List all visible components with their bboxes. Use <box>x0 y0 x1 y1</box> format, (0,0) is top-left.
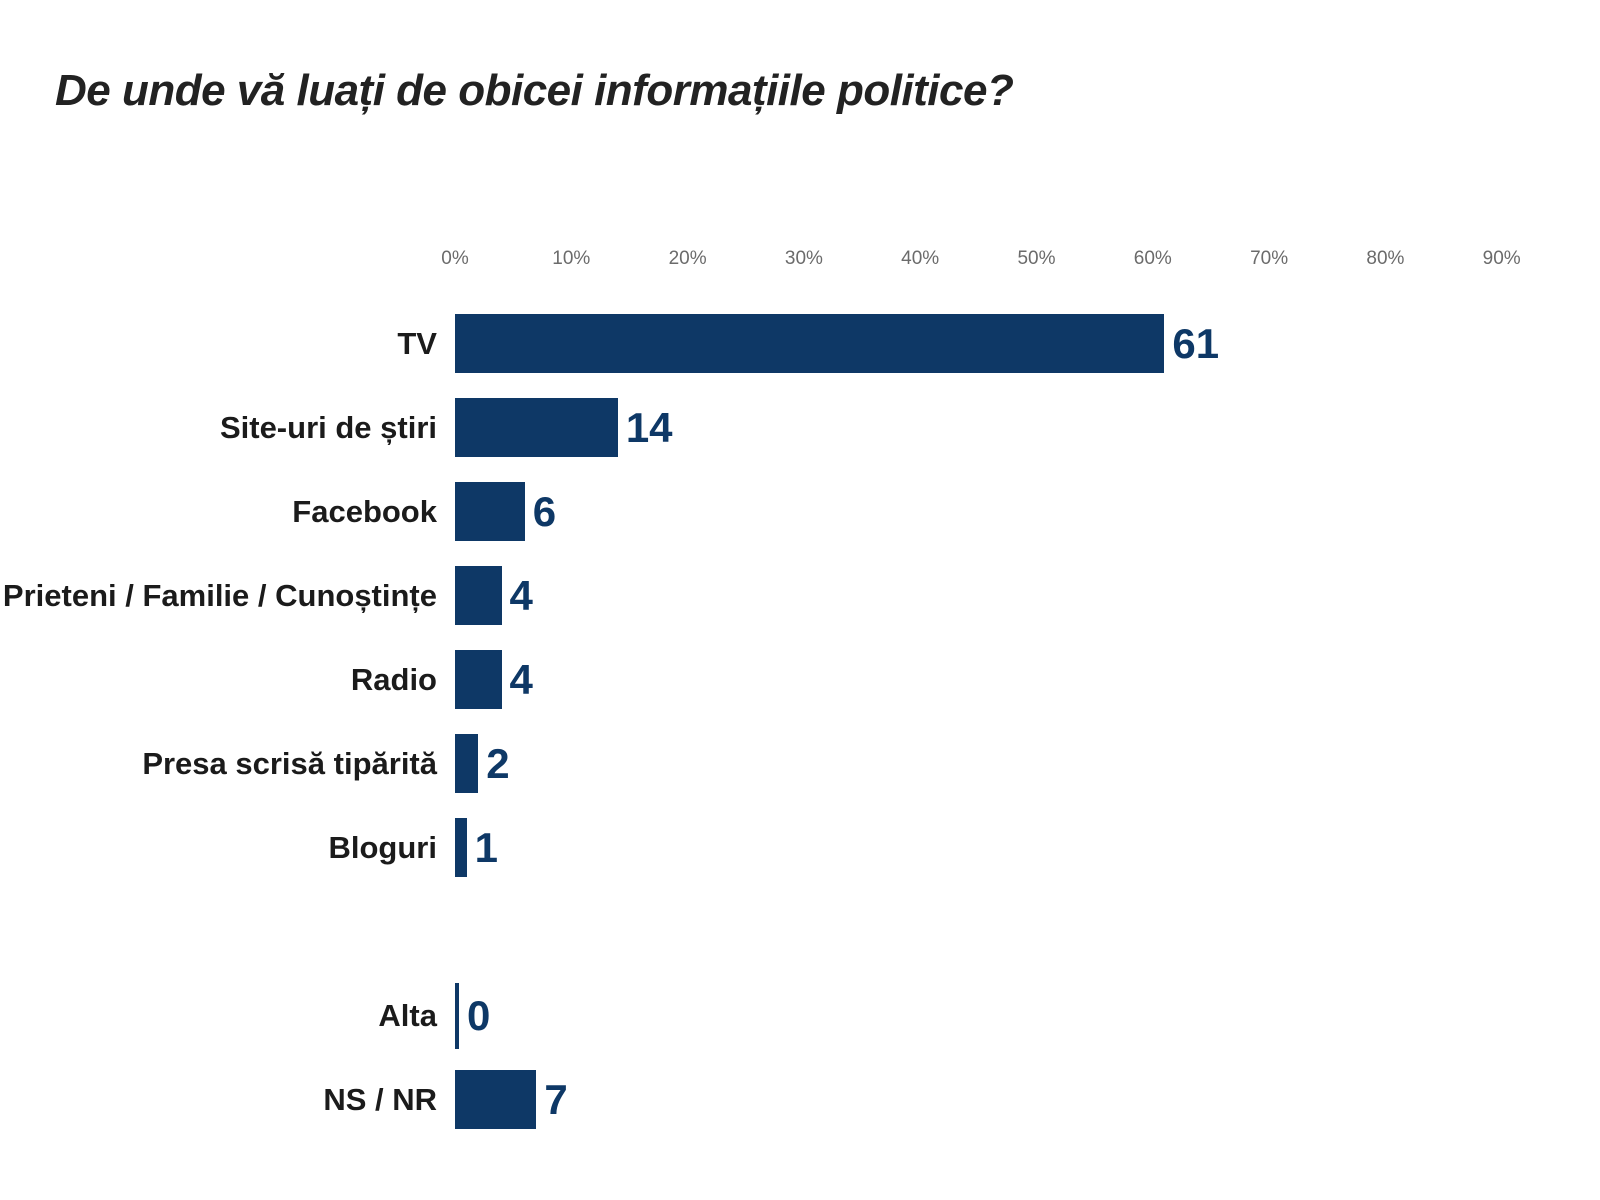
plot-area: 7 <box>455 1070 1600 1129</box>
bar-row: Presa scrisă tipărită 2 <box>0 734 1600 793</box>
plot-area: 4 <box>455 650 1600 709</box>
category-label: Radio <box>350 661 437 697</box>
x-axis-tick-label: 20% <box>668 248 707 269</box>
bar-row: NS / NR 7 <box>0 1070 1600 1129</box>
category-label: TV <box>397 325 437 361</box>
bar <box>455 734 479 793</box>
x-axis-tick-label: 90% <box>1482 248 1521 269</box>
value-label: 61 <box>1172 319 1220 367</box>
x-axis-tick-label: 0% <box>441 248 469 269</box>
plot-area: 4 <box>455 566 1600 625</box>
value-label: 1 <box>474 823 498 871</box>
plot-area: 1 <box>455 818 1600 877</box>
bar-chart: 0% 10% 20% 30% 40% 50% 60% 70% 80% 90% TV 61 Site-u… <box>0 240 1600 1154</box>
category-label: Prieteni / Familie / Cunoștințe <box>2 577 437 613</box>
x-axis-tick-label: 70% <box>1250 248 1289 269</box>
plot-area: 2 <box>455 734 1600 793</box>
chart-title: De unde vă luați de obicei informațiile … <box>55 66 1014 115</box>
bar-rows-container: TV 61 Site-uri de știri 14 Facebook 6 Prieteni… <box>0 314 1600 1129</box>
bar <box>455 818 467 877</box>
plot-area: 0 <box>455 982 1600 1049</box>
value-label: 2 <box>486 739 510 787</box>
bar <box>455 398 618 457</box>
bar <box>455 314 1165 373</box>
category-label: Presa scrisă tipărită <box>142 745 437 781</box>
zero-value-marker <box>455 982 459 1049</box>
value-label: 6 <box>532 487 557 535</box>
value-label: 14 <box>625 403 673 451</box>
bar <box>455 650 502 709</box>
category-label: Alta <box>378 997 437 1033</box>
bar-row: Radio 4 <box>0 650 1600 709</box>
group-separator <box>0 902 1600 986</box>
x-axis-tick-label: 10% <box>552 248 591 269</box>
x-axis-tick-label: 50% <box>1017 248 1056 269</box>
bar-row: Facebook 6 <box>0 482 1600 541</box>
category-label: Site-uri de știri <box>219 409 437 445</box>
plot-area: 6 <box>455 482 1600 541</box>
category-label: Bloguri <box>328 829 438 865</box>
bar <box>455 566 502 625</box>
category-label: NS / NR <box>323 1081 437 1117</box>
plot-area: 14 <box>455 398 1600 457</box>
bar <box>455 482 525 541</box>
bar-row: Site-uri de știri 14 <box>0 398 1600 457</box>
x-axis-tick-label: 40% <box>901 248 940 269</box>
value-label: 4 <box>509 655 533 703</box>
bar-row: TV 61 <box>0 314 1600 373</box>
value-label: 7 <box>544 1075 568 1123</box>
x-axis-tick-label: 30% <box>784 248 823 269</box>
value-label: 4 <box>509 571 533 619</box>
category-label: Facebook <box>292 493 437 529</box>
bar-row: Bloguri 1 <box>0 818 1600 877</box>
bar-row: Prieteni / Familie / Cunoștințe 4 <box>0 566 1600 625</box>
x-axis-tick-row: 0% 10% 20% 30% 40% 50% 60% 70% 80% 90% <box>441 240 1600 274</box>
bar-row: Alta 0 <box>0 982 1600 1049</box>
bar <box>455 1070 537 1129</box>
x-axis-tick-label: 60% <box>1133 248 1172 269</box>
plot-area: 61 <box>455 314 1600 373</box>
x-axis-tick-label: 80% <box>1366 248 1405 269</box>
value-label: 0 <box>467 991 491 1039</box>
